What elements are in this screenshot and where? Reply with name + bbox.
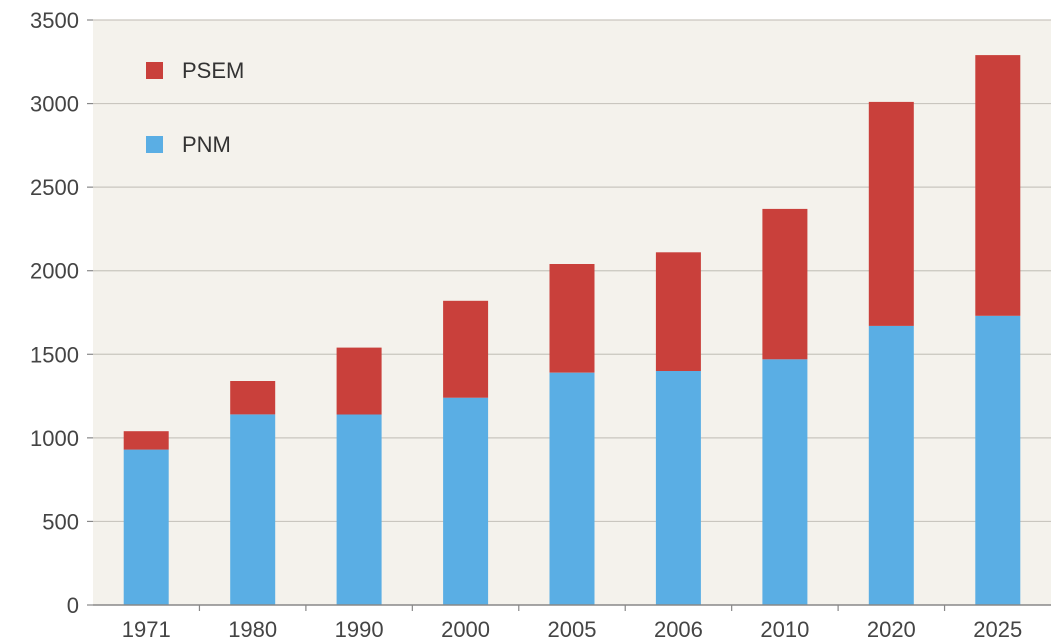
y-tick-label: 0 — [67, 593, 79, 618]
x-axis: 1971 1980 1990 2000 2005 2006 2010 2020 2025 — [122, 605, 1022, 641]
x-tick-label: 2010 — [760, 617, 809, 641]
bar-psem-2010 — [762, 208, 808, 360]
legend-swatch-pnm — [146, 136, 163, 153]
y-tick-label: 2000 — [30, 259, 79, 284]
legend: PSEM PNM — [146, 58, 244, 157]
bar-psem-1980 — [230, 381, 276, 415]
y-tick-label: 3000 — [30, 92, 79, 117]
x-tick-label: 1980 — [228, 617, 277, 641]
bar-psem-1990 — [336, 347, 382, 415]
bar-psem-1971 — [123, 431, 169, 450]
legend-swatch-psem — [146, 62, 163, 79]
bar-pnm-1980 — [230, 414, 276, 605]
x-tick-label: 2005 — [548, 617, 597, 641]
y-tick-label: 1000 — [30, 426, 79, 451]
x-tick-label: 2020 — [867, 617, 916, 641]
y-tick-label: 2500 — [30, 175, 79, 200]
x-tick-label: 1990 — [335, 617, 384, 641]
bar-pnm-1990 — [336, 414, 382, 605]
bar-psem-2006 — [655, 252, 701, 371]
bars — [123, 55, 1021, 605]
bar-pnm-2005 — [549, 372, 595, 605]
bar-pnm-2025 — [975, 315, 1021, 605]
x-tick-label: 2006 — [654, 617, 703, 641]
bar-pnm-2006 — [655, 371, 701, 605]
y-tick-label: 3500 — [30, 8, 79, 33]
bar-pnm-2020 — [868, 325, 914, 605]
bar-pnm-1971 — [123, 449, 169, 605]
bar-pnm-2010 — [762, 359, 808, 605]
bar-psem-2025 — [975, 55, 1021, 316]
bar-psem-2000 — [443, 300, 489, 398]
bar-psem-2005 — [549, 264, 595, 373]
x-tick-label: 1971 — [122, 617, 171, 641]
x-tick-label: 2000 — [441, 617, 490, 641]
y-tick-label: 1500 — [30, 342, 79, 367]
bar-pnm-2000 — [443, 397, 489, 605]
legend-label-psem: PSEM — [182, 58, 244, 83]
y-axis: 0 500 1000 1500 2000 2500 3000 3500 — [30, 8, 93, 618]
legend-label-pnm: PNM — [182, 132, 231, 157]
y-tick-label: 500 — [42, 509, 79, 534]
x-tick-label: 2025 — [973, 617, 1022, 641]
bar-psem-2020 — [868, 101, 914, 326]
